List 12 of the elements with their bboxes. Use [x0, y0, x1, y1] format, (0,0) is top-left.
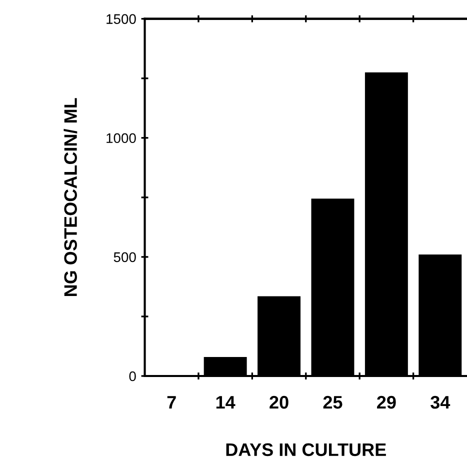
y-tick-label: 0: [129, 371, 136, 382]
y-tick-label: 1500: [106, 14, 136, 24]
y-tick-label: 500: [114, 252, 136, 262]
x-tick-label: 25: [323, 396, 342, 409]
x-tick-label: 7: [167, 396, 176, 409]
x-tick-label: 20: [270, 396, 288, 409]
x-tick-label: 14: [216, 396, 236, 409]
y-axis-title: NG OSTEOCALCIN/ ML: [64, 98, 78, 296]
x-tick-label: 29: [377, 396, 396, 409]
y-tick-label: 1000: [106, 133, 136, 144]
x-axis-title: DAYS IN CULTURE: [226, 443, 386, 456]
x-tick-label: 34: [430, 396, 450, 409]
